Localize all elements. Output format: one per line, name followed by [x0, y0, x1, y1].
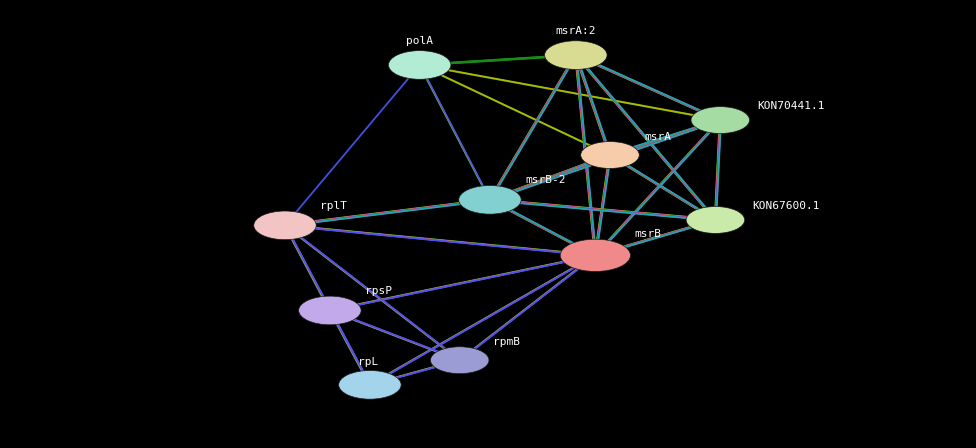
Text: KON67600.1: KON67600.1	[752, 201, 820, 211]
Text: msrB: msrB	[634, 229, 662, 239]
Circle shape	[299, 296, 361, 325]
Circle shape	[430, 347, 489, 374]
Text: msrB-2: msrB-2	[525, 176, 565, 185]
Circle shape	[388, 51, 451, 79]
Text: rpL: rpL	[358, 357, 378, 367]
Text: rpmB: rpmB	[493, 337, 520, 347]
Circle shape	[686, 207, 745, 233]
Text: rpsP: rpsP	[365, 286, 392, 296]
Circle shape	[581, 142, 639, 168]
Circle shape	[339, 370, 401, 399]
Text: KON70441.1: KON70441.1	[757, 101, 825, 111]
Circle shape	[254, 211, 316, 240]
Text: msrA:2: msrA:2	[555, 26, 596, 36]
Circle shape	[545, 41, 607, 69]
Circle shape	[691, 107, 750, 134]
Text: rplT: rplT	[320, 201, 347, 211]
Circle shape	[560, 239, 630, 271]
Text: polA: polA	[406, 36, 433, 46]
Circle shape	[459, 185, 521, 214]
Text: msrA: msrA	[644, 132, 671, 142]
